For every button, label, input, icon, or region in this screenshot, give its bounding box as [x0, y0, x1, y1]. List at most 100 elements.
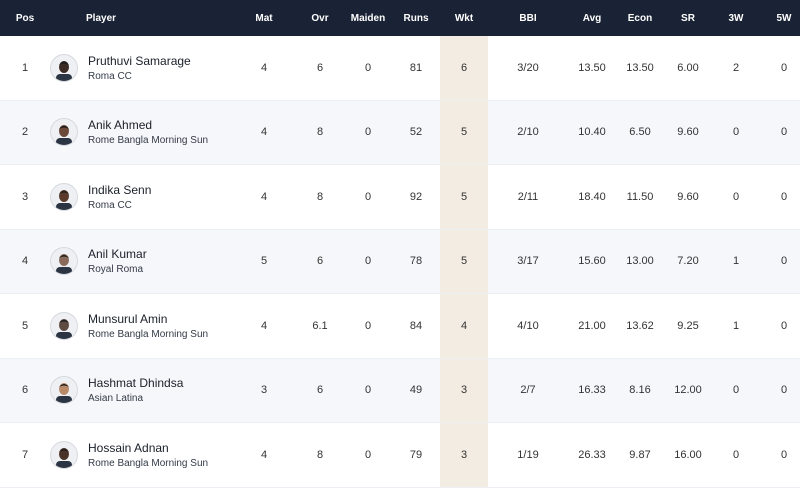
mat-cell: 4	[260, 319, 268, 332]
table-row[interactable]: 6 Hashmat Dhindsa Asian Latina 3 6 0 49 3 2/7 16.…	[0, 358, 800, 423]
player-cell[interactable]: Pruthuvi Samarage Roma CC	[50, 53, 232, 82]
wkt-cell: 6	[440, 36, 488, 100]
avg-cell: 15.60	[578, 255, 606, 268]
column-header-wkt[interactable]: Wkt	[454, 12, 474, 24]
player-name[interactable]: Anil Kumar	[88, 247, 147, 262]
mat-cell: 3	[260, 384, 268, 397]
econ-cell: 13.00	[626, 255, 654, 268]
maiden-cell: 0	[364, 384, 372, 397]
avg-cell: 10.40	[578, 126, 606, 139]
avg-cell: 18.40	[578, 190, 606, 203]
mat-cell: 4	[260, 126, 268, 139]
table-row[interactable]: 4 Anil Kumar Royal Roma 5 6 0 78 5 3/17 15.60 13.0…	[0, 229, 800, 294]
ovr-cell: 8	[316, 126, 324, 139]
wkt-cell: 5	[440, 229, 488, 293]
maiden-cell: 0	[364, 319, 372, 332]
column-header-5w[interactable]: 5W	[776, 12, 792, 24]
mat-cell: 5	[260, 255, 268, 268]
runs-cell: 78	[409, 255, 423, 268]
player-avatar	[50, 182, 78, 211]
player-avatar	[50, 311, 78, 340]
player-team: Roma CC	[88, 199, 132, 211]
player-cell[interactable]: Indika Senn Roma CC	[50, 182, 232, 211]
player-name[interactable]: Hossain Adnan	[88, 440, 169, 455]
ovr-cell: 8	[316, 448, 324, 461]
bbi-cell: 2/7	[520, 384, 536, 397]
player-name[interactable]: Munsurul Amin	[88, 311, 168, 326]
three-wicket-cell: 1	[732, 319, 740, 332]
pos-cell: 3	[21, 190, 29, 203]
player-team: Rome Bangla Morning Sun	[88, 135, 209, 147]
ovr-cell: 6.1	[312, 319, 328, 332]
pos-cell: 2	[21, 126, 29, 139]
runs-cell: 79	[409, 448, 423, 461]
player-name[interactable]: Hashmat Dhindsa	[88, 376, 184, 391]
player-name[interactable]: Anik Ahmed	[88, 118, 153, 133]
table-row[interactable]: 3 Indika Senn Roma CC 4 8 0 92 5 2/11 18.40 11.50 9…	[0, 165, 800, 230]
table-row[interactable]: 1 Pruthuvi Samarage Roma CC 4 6 0 81 6 3/20 13.50…	[0, 36, 800, 101]
column-header-3w[interactable]: 3W	[728, 12, 744, 24]
column-header-bbi[interactable]: BBI	[519, 12, 537, 24]
ovr-cell: 6	[316, 61, 324, 74]
three-wicket-cell: 0	[732, 126, 740, 139]
sr-cell: 16.00	[674, 448, 702, 461]
player-team: Asian Latina	[88, 393, 144, 405]
player-cell[interactable]: Anil Kumar Royal Roma	[50, 247, 232, 276]
player-avatar	[50, 53, 78, 82]
table-row[interactable]: 7 Hossain Adnan Rome Bangla Morning Sun 4 8 0…	[0, 423, 800, 488]
econ-cell: 11.50	[626, 190, 654, 203]
player-cell[interactable]: Munsurul Amin Rome Bangla Morning Sun	[50, 311, 232, 340]
player-photo-icon	[56, 60, 72, 81]
player-name[interactable]: Indika Senn	[88, 182, 152, 197]
three-wicket-cell: 0	[732, 384, 740, 397]
player-cell[interactable]: Anik Ahmed Rome Bangla Morning Sun	[50, 118, 232, 147]
bbi-cell: 4/10	[517, 319, 539, 332]
runs-cell: 84	[409, 319, 423, 332]
sr-cell: 7.20	[677, 255, 699, 268]
player-cell[interactable]: Hashmat Dhindsa Asian Latina	[50, 376, 232, 405]
player-team: Rome Bangla Morning Sun	[88, 328, 209, 340]
player-cell[interactable]: Hossain Adnan Rome Bangla Morning Sun	[50, 440, 232, 469]
five-wicket-cell: 0	[780, 448, 788, 461]
column-header-econ[interactable]: Econ	[627, 12, 653, 24]
three-wicket-cell: 0	[732, 448, 740, 461]
three-wicket-cell: 0	[732, 190, 740, 203]
player-avatar	[50, 247, 78, 276]
column-header-ovr[interactable]: Ovr	[311, 12, 329, 24]
runs-cell: 81	[409, 61, 423, 74]
wkt-cell: 5	[440, 100, 488, 164]
player-team: Roma CC	[88, 70, 132, 82]
column-header-maiden[interactable]: Maiden	[350, 12, 386, 24]
bbi-cell: 2/11	[517, 190, 539, 203]
column-header-sr[interactable]: SR	[681, 12, 695, 24]
maiden-cell: 0	[364, 126, 372, 139]
econ-cell: 8.16	[629, 384, 651, 397]
player-photo-icon	[56, 254, 72, 275]
pos-cell: 6	[21, 384, 29, 397]
table-body: 1 Pruthuvi Samarage Roma CC 4 6 0 81 6 3/20 13.50…	[0, 36, 800, 488]
runs-cell: 49	[409, 384, 423, 397]
pos-cell: 4	[21, 255, 29, 268]
ovr-cell: 8	[316, 190, 324, 203]
player-team: Rome Bangla Morning Sun	[88, 457, 209, 469]
player-photo-icon	[56, 189, 72, 210]
player-avatar	[50, 376, 78, 405]
player-photo-icon	[56, 447, 72, 468]
column-header-pos[interactable]: Pos	[15, 12, 35, 24]
sr-cell: 6.00	[677, 61, 699, 74]
table-row[interactable]: 2 Anik Ahmed Rome Bangla Morning Sun 4 8 0 52 5…	[0, 100, 800, 165]
wkt-cell: 3	[440, 423, 488, 487]
bbi-cell: 3/17	[517, 255, 539, 268]
wkt-cell: 4	[440, 294, 488, 358]
five-wicket-cell: 0	[780, 126, 788, 139]
column-header-runs[interactable]: Runs	[403, 12, 429, 24]
column-header-mat[interactable]: Mat	[255, 12, 273, 24]
player-name[interactable]: Pruthuvi Samarage	[88, 53, 191, 68]
column-header-player[interactable]: Player	[86, 12, 117, 24]
sr-cell: 9.25	[677, 319, 699, 332]
table-row[interactable]: 5 Munsurul Amin Rome Bangla Morning Sun 4 6.…	[0, 294, 800, 359]
column-header-avg[interactable]: Avg	[582, 12, 602, 24]
ovr-cell: 6	[316, 255, 324, 268]
bbi-cell: 2/10	[517, 126, 539, 139]
